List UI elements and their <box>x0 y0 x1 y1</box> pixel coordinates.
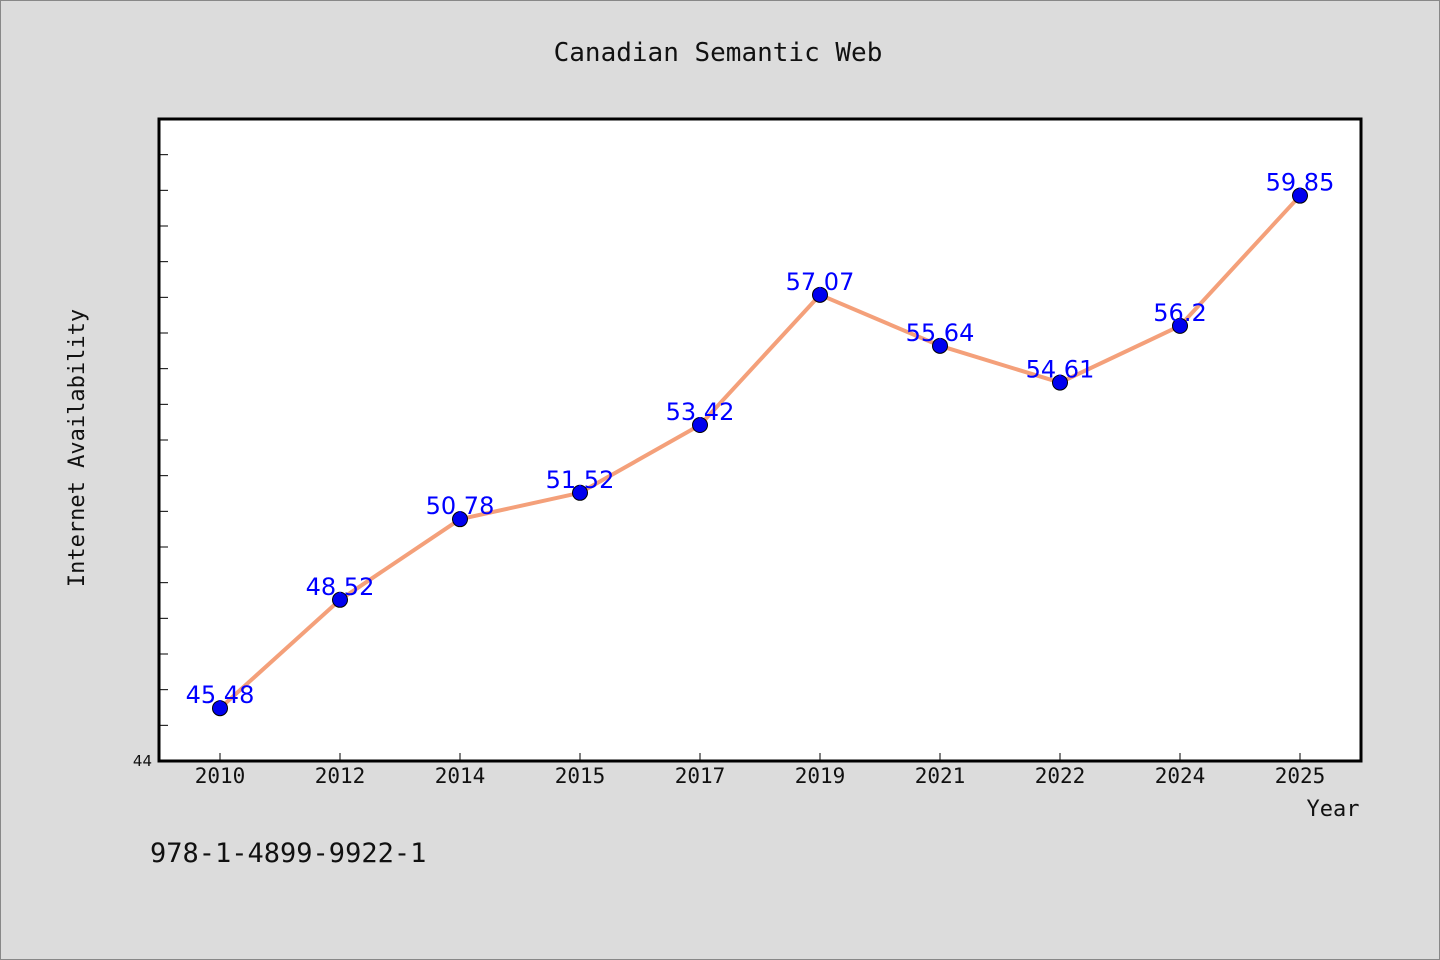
data-point <box>1052 374 1068 391</box>
x-tick-label: 2010 <box>195 764 246 788</box>
data-label: 48.52 <box>306 573 375 601</box>
data-point <box>932 337 948 354</box>
x-tick-label: 2025 <box>1275 764 1326 788</box>
x-tick-label: 2021 <box>915 764 966 788</box>
x-axis-label: Year <box>1307 797 1360 822</box>
data-label: 57.07 <box>786 268 855 296</box>
data-label: 51.52 <box>546 466 615 494</box>
data-label: 50.78 <box>426 492 495 520</box>
data-point <box>1292 187 1308 204</box>
data-label: 53.42 <box>666 398 735 426</box>
series-line <box>218 193 1302 711</box>
data-label: 54.61 <box>1026 356 1095 384</box>
data-point <box>692 417 708 434</box>
plot-area <box>157 117 1363 763</box>
y-axis-label: Internet Availability <box>65 309 90 587</box>
y-axis-ticks: 44 <box>133 154 168 770</box>
data-point <box>452 511 468 528</box>
data-label: 56.2 <box>1153 299 1206 327</box>
x-axis-ticks: 2010 2012 2014 2015 2017 2019 2021 2022 2024 2025 <box>195 753 1326 788</box>
data-label: 59.85 <box>1266 169 1335 197</box>
data-point <box>572 484 588 501</box>
data-label: 55.64 <box>906 319 975 347</box>
y-tick-label: 44 <box>133 752 152 770</box>
chart-title: Canadian Semantic Web <box>554 38 883 68</box>
isbn-text: 978-1-4899-9922-1 <box>150 838 426 869</box>
data-point <box>332 591 348 608</box>
x-tick-label: 2015 <box>555 764 606 788</box>
x-tick-label: 2017 <box>675 764 726 788</box>
x-tick-label: 2024 <box>1155 764 1206 788</box>
data-point <box>212 700 228 717</box>
x-tick-label: 2014 <box>435 764 486 788</box>
data-point <box>1172 317 1188 334</box>
data-series: 45.48 48.52 50.78 51.52 53.42 57.07 55.64 54.61… <box>186 169 1335 717</box>
x-tick-label: 2019 <box>795 764 846 788</box>
data-label: 45.48 <box>186 681 255 709</box>
x-tick-label: 2022 <box>1035 764 1086 788</box>
data-point <box>812 286 828 303</box>
x-tick-label: 2012 <box>315 764 366 788</box>
